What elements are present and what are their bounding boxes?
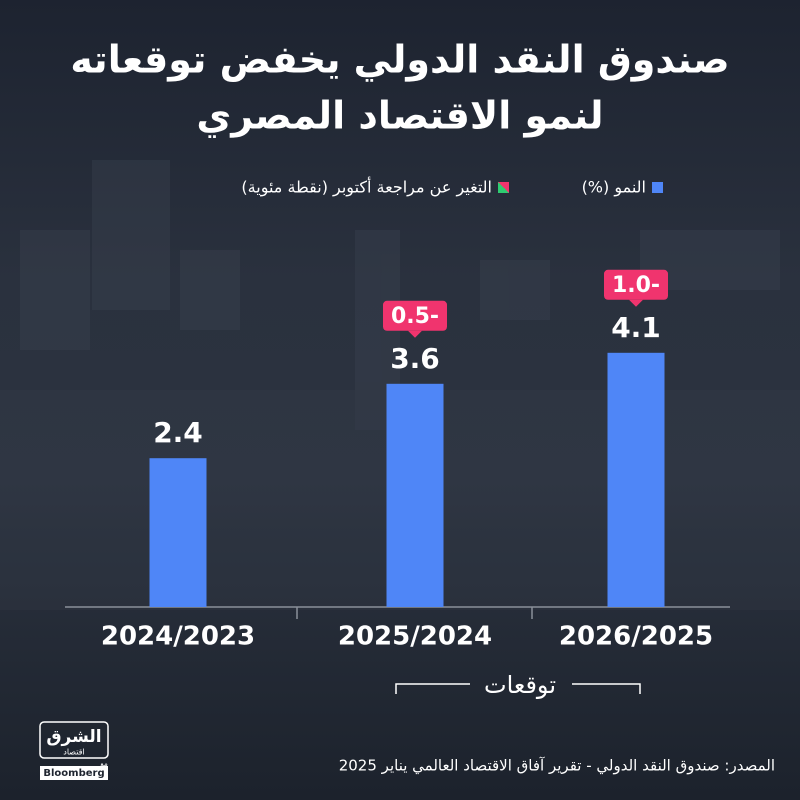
change-badge (383, 300, 447, 331)
change-label: 0.5- (391, 304, 439, 329)
x-tick-label: 2026/2025 (559, 622, 713, 652)
change-badge-pointer (408, 330, 422, 338)
legend-swatch (652, 182, 663, 193)
logo-name: الشرق (46, 727, 101, 747)
bar (149, 458, 207, 607)
bar-value-label: 2.4 (153, 416, 203, 449)
logo-with: مع (100, 760, 108, 768)
legend-swatch (498, 182, 509, 193)
logo-frame (39, 721, 109, 759)
legend-label: النمو (%) (582, 178, 646, 198)
forecast-label: توقعات (484, 671, 556, 699)
logo: الشرق اقتصاد مع Bloomberg (39, 721, 109, 780)
x-tick-label: 2025/2024 (338, 622, 492, 652)
chart-title: لنمو الاقتصاد المصري (196, 94, 603, 138)
bar-value-label: 3.6 (390, 342, 440, 375)
logo-partner: Bloomberg (43, 768, 104, 779)
change-badge-pointer (629, 299, 643, 307)
legend-label: التغير عن مراجعة أكتوبر (نقطة مئوية) (241, 177, 492, 198)
change-label: 1.0- (612, 273, 660, 298)
logo-partner-box (40, 766, 108, 780)
logo-sub: اقتصاد (63, 748, 84, 757)
source: المصدر: صندوق النقد الدولي - تقرير آفاق … (339, 757, 775, 776)
bar (607, 352, 665, 607)
x-tick-label: 2024/2023 (101, 622, 255, 652)
bar-value-label: 4.1 (611, 311, 661, 344)
forecast-bracket (395, 683, 641, 694)
chart-title: صندوق النقد الدولي يخفض توقعاته (70, 38, 729, 83)
change-badge (604, 269, 668, 300)
bar (386, 383, 444, 607)
